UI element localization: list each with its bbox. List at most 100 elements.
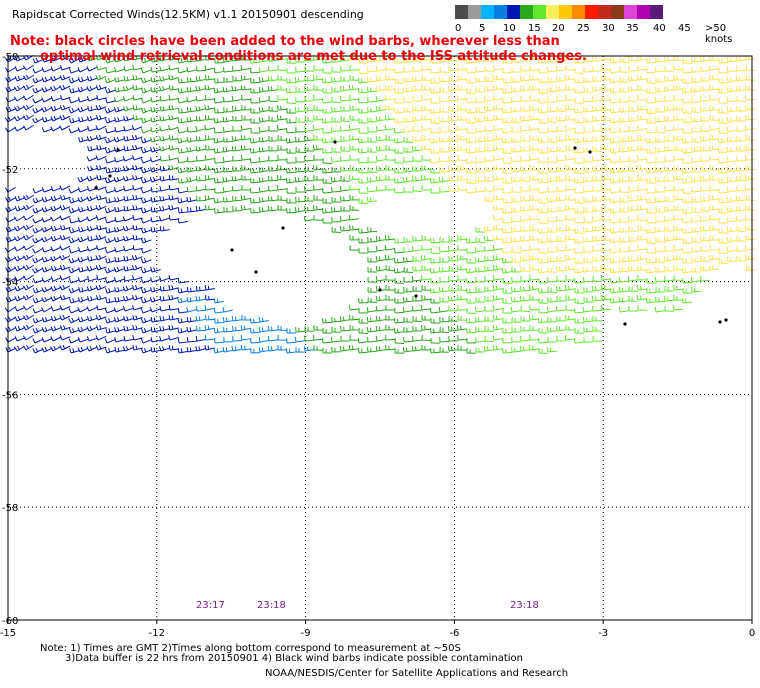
wind-barb — [149, 297, 161, 303]
wind-barb — [41, 76, 53, 83]
wind-barb — [177, 217, 188, 224]
wind-barb — [277, 324, 288, 331]
wind-barb — [77, 57, 89, 63]
wind-barb — [14, 336, 26, 342]
wind-barb — [565, 94, 576, 101]
wind-barb — [574, 287, 585, 294]
wind-barb — [609, 247, 620, 254]
wind-barb — [565, 195, 575, 201]
wind-barb — [240, 124, 251, 131]
wind-barb — [619, 106, 630, 113]
wind-barb — [140, 188, 152, 194]
wind-barb — [511, 146, 522, 153]
wind-barb — [286, 57, 297, 64]
wind-barb — [700, 205, 711, 212]
wind-barb — [492, 74, 503, 81]
wind-barb — [367, 86, 378, 93]
wind-barb — [140, 328, 152, 334]
wind-barb — [241, 184, 252, 191]
wind-barb — [195, 115, 206, 122]
wind-barb — [331, 66, 342, 73]
wind-barb — [592, 265, 603, 272]
wind-barb — [313, 64, 324, 71]
wind-barb — [186, 327, 197, 333]
wind-barb — [556, 245, 567, 252]
wind-barb — [349, 144, 360, 151]
wind-barb — [258, 106, 269, 113]
wind-barb — [59, 204, 71, 211]
wind-barb — [655, 286, 666, 293]
wind-barb — [131, 295, 143, 301]
wind-barb — [349, 134, 360, 141]
wind-barb — [131, 265, 143, 271]
wind-barb — [717, 147, 728, 154]
wind-barb — [168, 94, 179, 101]
wind-barb — [484, 75, 495, 82]
wind-barb — [59, 325, 71, 331]
wind-barb — [22, 244, 34, 251]
wind-barb — [104, 88, 116, 94]
wind-barb — [484, 325, 495, 332]
wind-barb — [104, 148, 116, 154]
wind-barb — [447, 115, 458, 122]
wind-barb — [159, 95, 170, 102]
wind-barb — [78, 267, 89, 273]
wind-barb — [394, 77, 405, 84]
wind-barb — [457, 344, 468, 351]
wind-barb — [592, 315, 603, 322]
wind-barb — [358, 317, 369, 324]
wind-barb — [213, 307, 224, 314]
wind-barb — [114, 297, 125, 303]
wind-barb — [367, 166, 378, 173]
wind-barb — [637, 134, 648, 141]
wind-barb — [655, 66, 666, 73]
wind-barb — [574, 177, 585, 184]
wind-barb — [592, 326, 602, 332]
wind-barb — [322, 327, 333, 334]
contamination-circle — [623, 322, 627, 326]
wind-barb — [547, 246, 558, 253]
wind-barb — [511, 266, 522, 273]
wind-barb — [547, 296, 558, 303]
wind-barb — [502, 227, 513, 234]
wind-barb — [609, 227, 620, 234]
wind-barb — [375, 305, 386, 312]
wind-barb — [32, 227, 44, 234]
wind-barb — [168, 325, 179, 331]
wind-barb — [385, 74, 396, 81]
wind-barb — [158, 146, 170, 152]
wind-barb — [68, 278, 80, 284]
wind-barb — [448, 105, 459, 112]
wind-barb — [313, 324, 324, 331]
wind-barb — [654, 306, 665, 313]
wind-barb — [60, 225, 71, 231]
wind-barb — [385, 314, 396, 321]
wind-barb — [637, 234, 648, 241]
wind-barb — [223, 336, 234, 343]
wind-barb — [114, 207, 125, 213]
wind-barb — [41, 106, 53, 113]
wind-barb — [565, 104, 576, 111]
wind-barb — [492, 224, 503, 231]
wind-barb — [204, 85, 215, 91]
wind-barb — [276, 124, 287, 131]
wind-barb — [59, 275, 71, 281]
wind-barb — [673, 264, 684, 271]
wind-barb — [664, 205, 675, 212]
wind-barb — [475, 346, 486, 353]
wind-barb — [429, 157, 440, 164]
wind-barb — [96, 115, 107, 121]
wind-barb — [60, 95, 71, 101]
wind-barb — [367, 267, 377, 273]
wind-barb — [149, 287, 161, 293]
wind-barb — [574, 167, 585, 174]
footer-note-1: Note: 1) Times are GMT 2)Times along bot… — [40, 643, 461, 654]
wind-barb — [375, 135, 386, 142]
wind-barb — [627, 205, 638, 212]
wind-barb — [700, 235, 711, 242]
wind-barb — [520, 186, 530, 192]
wind-barb — [520, 155, 531, 162]
wind-barb — [708, 134, 719, 141]
wind-barb — [104, 267, 116, 274]
wind-barb — [402, 306, 413, 313]
